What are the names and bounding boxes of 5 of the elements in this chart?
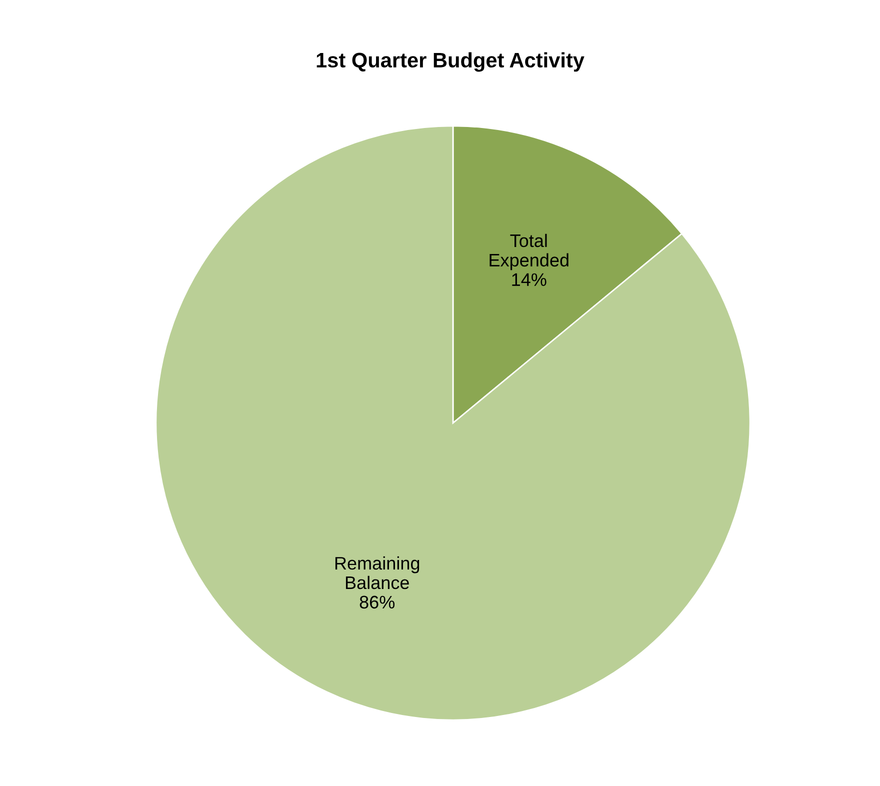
chart-title: 1st Quarter Budget Activity <box>316 52 584 72</box>
slice-label: Total Expended <box>490 234 568 270</box>
slice-label: Remaining Balance <box>335 556 420 590</box>
data-label: 14% <box>512 273 546 286</box>
data-label: 86% <box>360 596 395 609</box>
